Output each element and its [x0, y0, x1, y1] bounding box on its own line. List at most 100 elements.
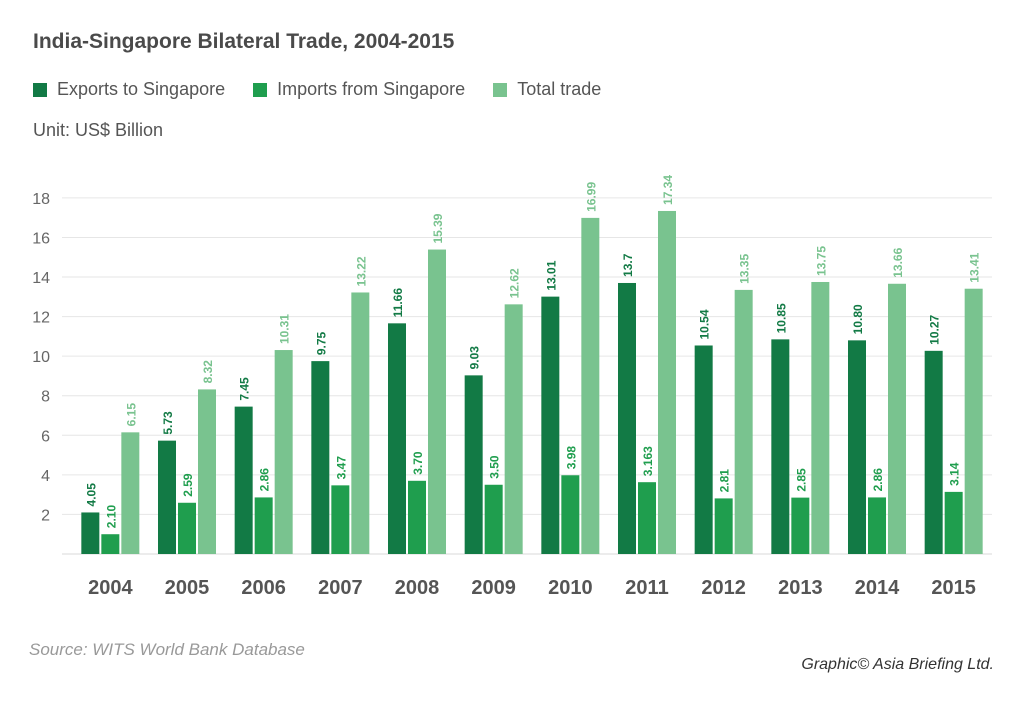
unit-label: Unit: US$ Billion — [33, 120, 164, 140]
data-label-imports: 2.59 — [181, 473, 195, 497]
data-label-imports: 3.98 — [564, 446, 578, 470]
data-label-exports: 10.85 — [774, 303, 788, 333]
bar-imports — [944, 491, 963, 554]
bar-imports — [408, 480, 426, 554]
y-tick-label: 8 — [41, 389, 50, 406]
bar-total — [428, 249, 446, 554]
data-label-imports: 3.47 — [334, 456, 348, 480]
data-label-total: 13.41 — [968, 252, 982, 282]
data-label-total: 13.75 — [814, 246, 828, 276]
bar-exports — [924, 350, 943, 554]
bar-imports — [561, 475, 580, 554]
legend-item-exports: Exports to Singapore — [33, 79, 225, 100]
bar-total — [504, 304, 523, 554]
x-tick-label: 2010 — [548, 577, 593, 599]
y-tick-label: 18 — [32, 191, 50, 208]
data-label-total: 15.39 — [431, 213, 445, 243]
bar-exports — [81, 512, 100, 554]
bar-exports — [618, 282, 636, 554]
data-label-exports: 10.54 — [698, 309, 712, 339]
x-tick-label: 2007 — [318, 577, 363, 599]
x-tick-label: 2009 — [471, 577, 516, 599]
bar-imports — [638, 482, 656, 554]
data-label-exports: 9.75 — [314, 331, 328, 355]
bar-imports — [101, 534, 120, 554]
y-tick-label: 2 — [41, 507, 50, 524]
bar-exports — [234, 406, 253, 554]
bar-exports — [311, 361, 330, 554]
y-tick-label: 12 — [32, 310, 50, 327]
x-tick-label: 2013 — [778, 577, 823, 599]
legend-label-total: Total trade — [517, 79, 602, 99]
legend-label-imports: Imports from Singapore — [277, 79, 466, 99]
y-tick-label: 16 — [32, 230, 50, 247]
data-label-total: 6.15 — [124, 403, 138, 427]
bar-imports — [868, 497, 886, 554]
legend-swatch-imports — [253, 82, 268, 97]
data-label-exports: 13.01 — [544, 260, 558, 290]
bar-imports — [714, 498, 733, 554]
bar-total — [198, 389, 216, 554]
data-label-total: 16.99 — [584, 182, 598, 212]
data-label-imports: 3.14 — [948, 462, 962, 486]
bar-exports — [848, 340, 866, 554]
bar-exports — [388, 323, 406, 554]
x-tick-label: 2006 — [241, 577, 286, 599]
data-label-exports: 4.05 — [84, 483, 98, 507]
data-label-total: 12.62 — [508, 268, 522, 298]
data-label-imports: 3.163 — [641, 446, 655, 476]
data-label-imports: 3.70 — [411, 451, 425, 475]
bar-total — [964, 288, 983, 554]
bar-exports — [771, 339, 790, 554]
bar-imports — [484, 484, 503, 554]
chart-title: India-Singapore Bilateral Trade, 2004-20… — [33, 30, 455, 53]
legend-label-exports: Exports to Singapore — [57, 79, 226, 99]
x-tick-label: 2008 — [395, 577, 440, 599]
legend-item-total: Total trade — [493, 79, 601, 100]
bar-imports — [254, 497, 273, 554]
data-label-imports: 3.50 — [488, 455, 502, 479]
y-tick-label: 6 — [41, 428, 50, 445]
data-label-exports: 7.45 — [238, 377, 252, 401]
graphic-credit: Graphic© Asia Briefing Ltd. — [801, 656, 994, 673]
data-label-total: 13.66 — [891, 247, 905, 277]
bar-imports — [178, 502, 196, 554]
bar-exports — [694, 345, 713, 554]
data-label-exports: 11.66 — [391, 288, 405, 318]
data-label-imports: 2.10 — [104, 505, 118, 529]
data-label-total: 10.31 — [278, 314, 292, 344]
bar-imports — [331, 485, 350, 554]
bar-total — [121, 432, 140, 554]
data-label-total: 8.32 — [201, 360, 215, 384]
data-label-imports: 2.85 — [794, 468, 808, 492]
bar-chart: 2 4 6 8 10 12 14 16 18 4.05 2.10 6.15 2004 5.73 2.59 8.… — [32, 175, 992, 599]
source-note: Source: WITS World Bank Database — [29, 640, 305, 659]
bar-imports — [791, 497, 810, 554]
bar-total — [581, 217, 600, 554]
bar-exports — [158, 440, 176, 554]
y-tick-label: 4 — [41, 468, 50, 485]
data-label-exports: 5.73 — [161, 411, 175, 435]
data-label-total: 13.35 — [738, 254, 752, 284]
data-label-exports: 10.80 — [851, 304, 865, 334]
bar-total — [351, 292, 370, 554]
x-tick-label: 2015 — [931, 577, 976, 599]
legend-swatch-exports — [33, 82, 47, 97]
data-label-imports: 2.86 — [258, 468, 272, 492]
chart-legend: Exports to Singapore Imports from Singap… — [33, 79, 629, 100]
y-tick-label: 10 — [32, 349, 50, 366]
legend-item-imports: Imports from Singapore — [253, 79, 465, 100]
data-label-exports: 13.7 — [621, 253, 635, 277]
bar-total — [734, 289, 753, 554]
data-label-total: 17.34 — [661, 175, 675, 205]
bar-total — [811, 281, 830, 554]
bar-total — [274, 350, 293, 554]
x-tick-label: 2012 — [701, 577, 746, 599]
bar-total — [658, 210, 676, 555]
data-label-imports: 2.86 — [871, 468, 885, 492]
y-tick-label: 14 — [32, 270, 50, 287]
data-label-exports: 9.03 — [468, 346, 482, 370]
bar-total — [888, 283, 906, 554]
x-tick-label: 2011 — [625, 577, 668, 599]
x-tick-label: 2014 — [855, 577, 900, 599]
